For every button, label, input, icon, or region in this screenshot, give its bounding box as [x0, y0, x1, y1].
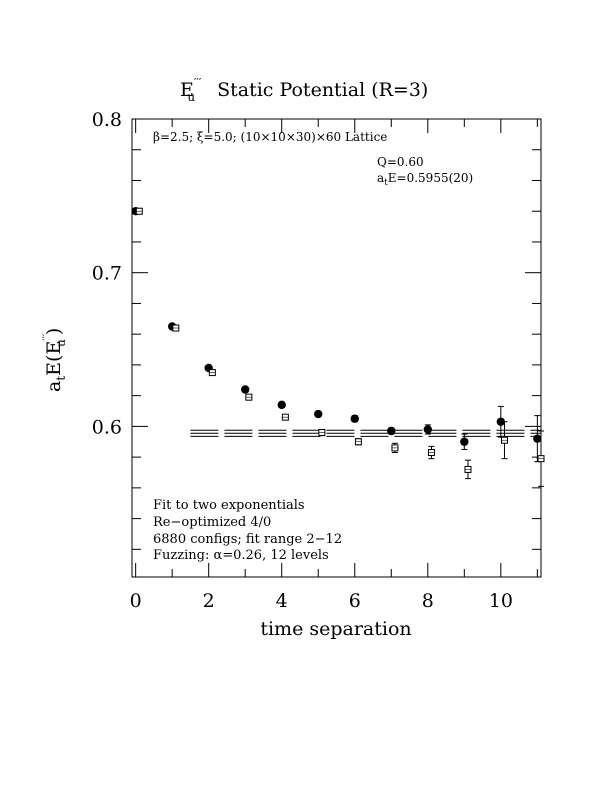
chart-title: E′′′ u Static Potential (R=3)	[180, 76, 428, 104]
x-tick-label: 4	[276, 590, 288, 612]
data-point-circle	[277, 400, 286, 410]
data-point-circle	[460, 437, 469, 446]
axis-ticks	[132, 118, 541, 577]
fit-note-4: Fuzzing: α=0.26, 12 levels	[153, 548, 329, 563]
y-axis-label: atE(E′′′u)	[42, 328, 68, 392]
fit-note-3: 6880 configs; fit range 2−12	[153, 532, 342, 547]
data-point-circle	[350, 414, 359, 423]
y-tick-label: 0.6	[92, 416, 122, 438]
data-point-circle	[423, 425, 432, 434]
x-axis-label: time separation	[260, 618, 411, 640]
y-tick-label: 0.8	[92, 109, 122, 131]
plot-frame	[131, 118, 542, 578]
x-tick-label: 6	[349, 590, 361, 612]
data-point-circle	[533, 434, 542, 443]
data-point-circle	[314, 409, 323, 419]
fit-note-2: Re−optimized 4/0	[153, 515, 271, 530]
data-point-circle	[241, 385, 250, 394]
x-tick-label: 8	[422, 590, 434, 612]
fit-note-1: Fit to two exponentials	[153, 498, 305, 513]
data-point-circle	[387, 426, 396, 436]
lattice-annotation: β=2.5; ξ=5.0; (10×10×30)×60 Lattice	[153, 130, 387, 144]
y-tick-label: 0.7	[92, 263, 122, 285]
x-tick-label: 0	[130, 590, 142, 612]
data-point-circle	[496, 417, 506, 426]
x-tick-label: 2	[203, 590, 215, 612]
fit-band	[190, 429, 541, 437]
data-series	[131, 207, 545, 487]
x-tick-label: 10	[489, 590, 513, 612]
q-annotation: Q=0.60	[377, 155, 424, 169]
energy-annotation: atE=0.5955(20)	[377, 171, 473, 188]
tick-labels: 0 2 4 6 8 10 0.6 0.7 0.8	[92, 109, 513, 612]
